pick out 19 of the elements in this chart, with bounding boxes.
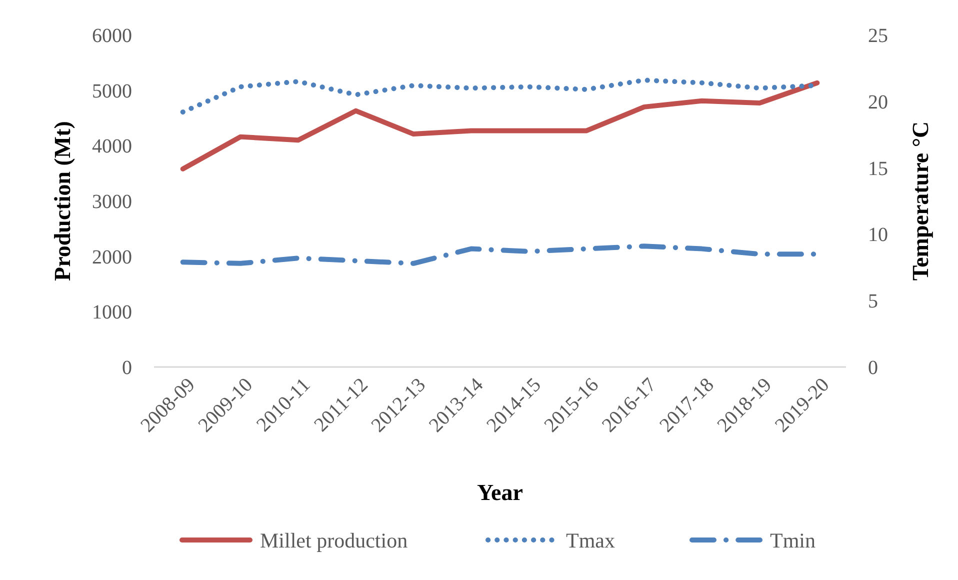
y2-axis-title: Temperature °C <box>908 121 933 281</box>
y-tick-label: 5000 <box>92 80 132 102</box>
y2-tick-label: 20 <box>868 91 888 114</box>
y2-tick-label: 5 <box>868 290 878 313</box>
legend-label: Millet production <box>260 528 408 552</box>
y-tick-label: 2000 <box>92 246 132 268</box>
y2-tick-label: 15 <box>868 158 888 180</box>
y-axis-title: Production (Mt) <box>50 121 75 281</box>
y2-tick-label: 10 <box>868 224 888 246</box>
y-tick-label: 4000 <box>92 136 132 158</box>
y-tick-label: 1000 <box>92 302 132 324</box>
y-tick-label: 6000 <box>92 25 132 47</box>
legend-label: Tmin <box>770 528 816 552</box>
y-tick-label: 3000 <box>92 191 132 213</box>
y2-tick-label: 0 <box>868 357 878 379</box>
y2-tick-label: 25 <box>868 25 888 47</box>
y-tick-label: 0 <box>122 357 132 379</box>
x-axis-title: Year <box>477 480 523 505</box>
legend-label: Tmax <box>566 528 616 552</box>
